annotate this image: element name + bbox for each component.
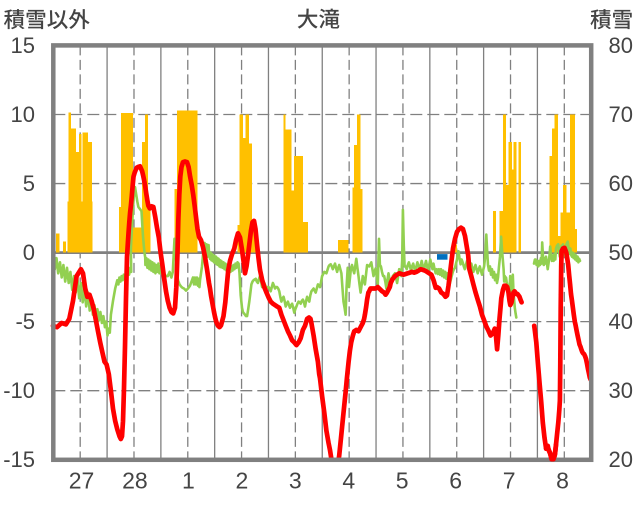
svg-text:-5: -5	[15, 309, 35, 334]
svg-text:10: 10	[11, 102, 35, 127]
svg-text:7: 7	[503, 468, 516, 494]
svg-text:30: 30	[609, 378, 633, 403]
svg-text:70: 70	[609, 102, 633, 127]
svg-text:50: 50	[609, 240, 633, 265]
svg-text:8: 8	[556, 468, 569, 494]
svg-text:5: 5	[23, 171, 35, 196]
svg-text:-15: -15	[3, 447, 35, 472]
svg-text:3: 3	[289, 468, 302, 494]
svg-text:40: 40	[609, 309, 633, 334]
svg-text:2: 2	[236, 468, 249, 494]
svg-text:80: 80	[609, 33, 633, 58]
svg-text:5: 5	[396, 468, 409, 494]
svg-text:4: 4	[342, 468, 355, 494]
svg-text:27: 27	[69, 468, 95, 494]
svg-text:60: 60	[609, 171, 633, 196]
svg-text:-10: -10	[3, 378, 35, 403]
svg-text:0: 0	[23, 240, 35, 265]
svg-text:20: 20	[609, 447, 633, 472]
svg-text:15: 15	[11, 33, 35, 58]
svg-text:6: 6	[449, 468, 462, 494]
svg-text:28: 28	[122, 468, 148, 494]
svg-text:1: 1	[182, 468, 195, 494]
